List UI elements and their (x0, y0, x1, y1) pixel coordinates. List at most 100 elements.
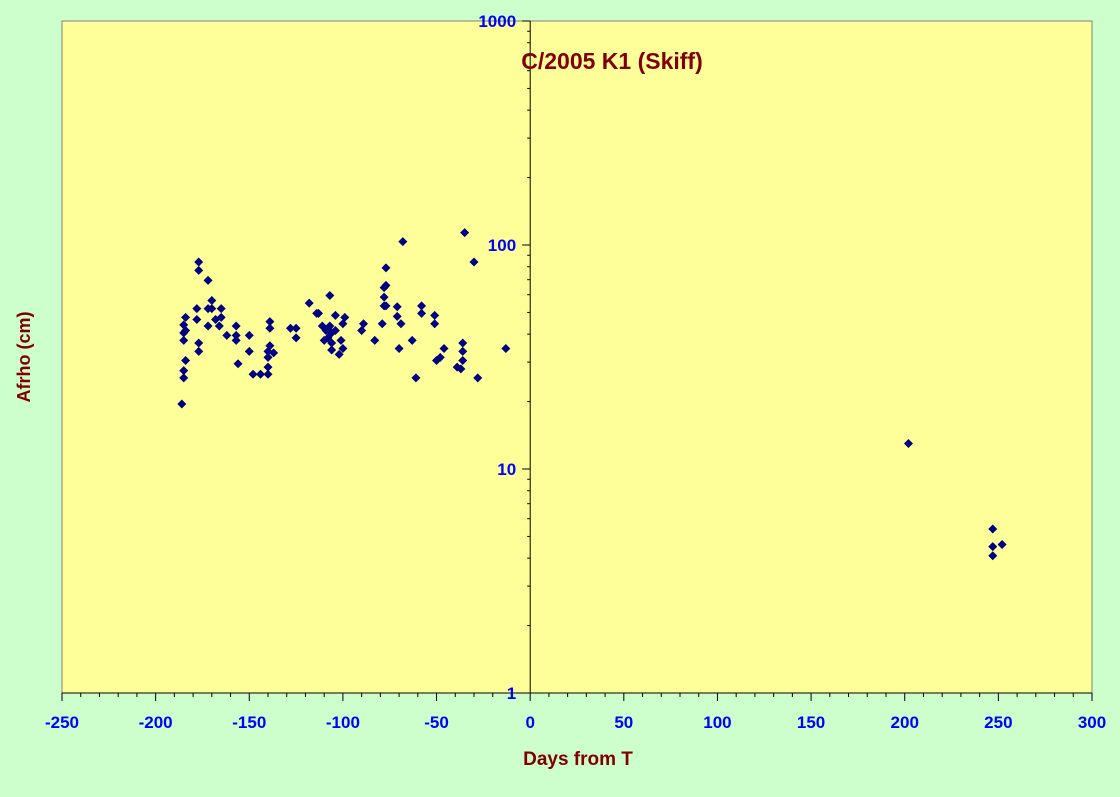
data-point (501, 344, 511, 354)
plot-area (61, 20, 1093, 694)
data-point (179, 366, 189, 376)
x-tick-label: 50 (614, 713, 633, 732)
data-point (338, 344, 348, 354)
x-axis-title: Days from T (523, 749, 633, 770)
data-point (194, 338, 204, 348)
data-point (203, 275, 213, 285)
data-point (314, 308, 324, 318)
data-point (435, 352, 445, 362)
x-tick-label: -150 (232, 713, 266, 732)
data-point (179, 320, 189, 330)
x-tick-label: -250 (45, 713, 79, 732)
data-point (304, 298, 314, 308)
y-tick-label: 1000 (478, 12, 516, 31)
data-point (392, 311, 402, 321)
y-tick-marks (522, 20, 531, 694)
data-point (458, 356, 468, 366)
data-point (473, 373, 483, 383)
x-tick-label: -100 (326, 713, 360, 732)
data-point (177, 399, 187, 409)
data-point (330, 310, 340, 320)
data-point (256, 369, 266, 379)
x-tick-marks (61, 693, 1093, 701)
data-point (194, 346, 204, 356)
data-point (207, 296, 217, 306)
data-point (430, 310, 440, 320)
data-point (216, 312, 226, 322)
x-tick-label: 250 (984, 713, 1012, 732)
data-point (327, 338, 337, 348)
data-point (269, 348, 279, 358)
chart-title: C/2005 K1 (Skiff) (521, 48, 703, 74)
data-point (231, 321, 241, 331)
data-point (285, 323, 295, 333)
data-point (327, 345, 337, 355)
data-point (248, 369, 258, 379)
data-point (203, 321, 213, 331)
data-point (377, 319, 387, 329)
x-tick-label: 300 (1078, 713, 1106, 732)
data-point (214, 321, 224, 331)
data-point (379, 292, 389, 302)
data-point (325, 291, 335, 301)
data-point (988, 542, 998, 552)
x-tick-label: -50 (424, 713, 449, 732)
data-point (231, 330, 241, 340)
data-point (456, 364, 466, 374)
data-point (244, 330, 254, 340)
data-point (233, 359, 243, 369)
data-point (265, 323, 275, 333)
data-points (177, 228, 1007, 561)
x-tick-label: 150 (797, 713, 825, 732)
data-point (291, 333, 301, 343)
data-point (263, 362, 273, 372)
data-point (181, 356, 191, 366)
data-point (381, 263, 391, 273)
data-point (903, 438, 913, 448)
data-point (291, 323, 301, 333)
data-point (192, 304, 202, 314)
x-tick-label: 200 (891, 713, 919, 732)
data-point (381, 301, 391, 311)
data-point (417, 308, 427, 318)
data-point (192, 314, 202, 324)
data-point (179, 373, 189, 383)
data-point (469, 257, 479, 267)
data-point (231, 335, 241, 345)
y-axis-title: Afrho (cm) (14, 312, 34, 403)
data-point (357, 326, 367, 336)
data-point (336, 335, 346, 345)
data-point (216, 304, 226, 314)
data-point (359, 319, 369, 329)
data-point (325, 321, 335, 331)
data-point (265, 317, 275, 327)
data-point (411, 373, 421, 383)
y-tick-label: 1 (507, 684, 516, 703)
data-point (340, 312, 350, 322)
data-point (398, 237, 408, 247)
data-point (263, 369, 273, 379)
y-tick-label: 100 (488, 236, 516, 255)
x-tick-label: 100 (703, 713, 731, 732)
x-tick-label: 0 (525, 713, 534, 732)
data-point (439, 344, 449, 354)
y-tick-label: 10 (497, 460, 516, 479)
data-point (263, 352, 273, 362)
data-point (394, 344, 404, 354)
data-point (396, 319, 406, 329)
data-point (392, 302, 402, 312)
data-point (181, 312, 191, 322)
data-point (194, 265, 204, 275)
data-point (194, 257, 204, 267)
data-point (430, 319, 440, 329)
data-point (417, 301, 427, 311)
data-point (207, 304, 217, 314)
data-point (458, 346, 468, 356)
data-point (334, 349, 344, 359)
data-point (244, 346, 254, 356)
x-tick-labels: -250 -200 -150 -100 -50 0 50 100 150 200 250 300 (45, 713, 1106, 732)
data-point (179, 335, 189, 345)
data-point (370, 335, 380, 345)
